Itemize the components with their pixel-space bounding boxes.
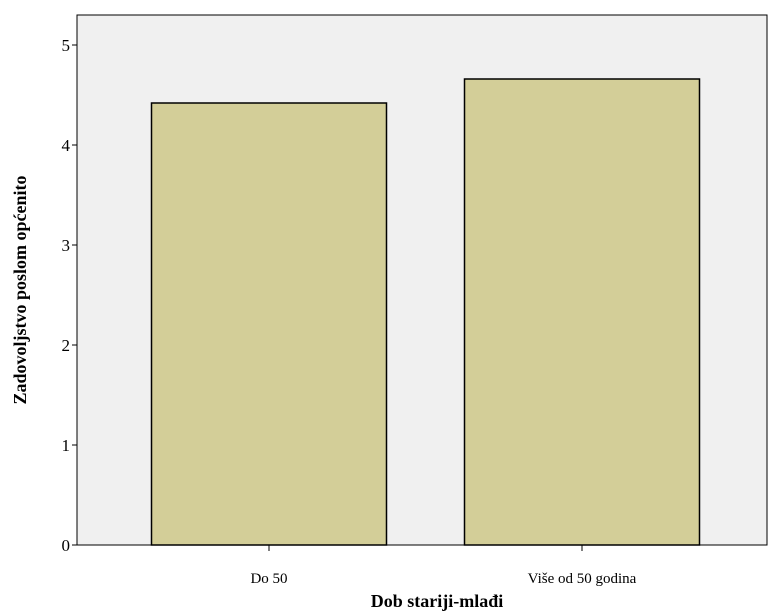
y-tick-label: 2	[62, 336, 71, 355]
y-tick-label: 0	[62, 536, 71, 555]
x-category-label: Više od 50 godina	[528, 571, 637, 587]
x-axis-title: Dob stariji-mlađi	[371, 591, 504, 611]
x-category-label: Do 50	[250, 571, 287, 587]
y-tick-label: 3	[62, 236, 71, 255]
bar-1	[150, 102, 388, 546]
y-tick-label: 5	[62, 36, 71, 55]
y-tick-label: 1	[62, 436, 71, 455]
y-axis-title: Zadovoljstvo poslom općenito	[10, 175, 30, 404]
bar-2	[463, 78, 701, 546]
y-tick-label: 4	[62, 136, 71, 155]
